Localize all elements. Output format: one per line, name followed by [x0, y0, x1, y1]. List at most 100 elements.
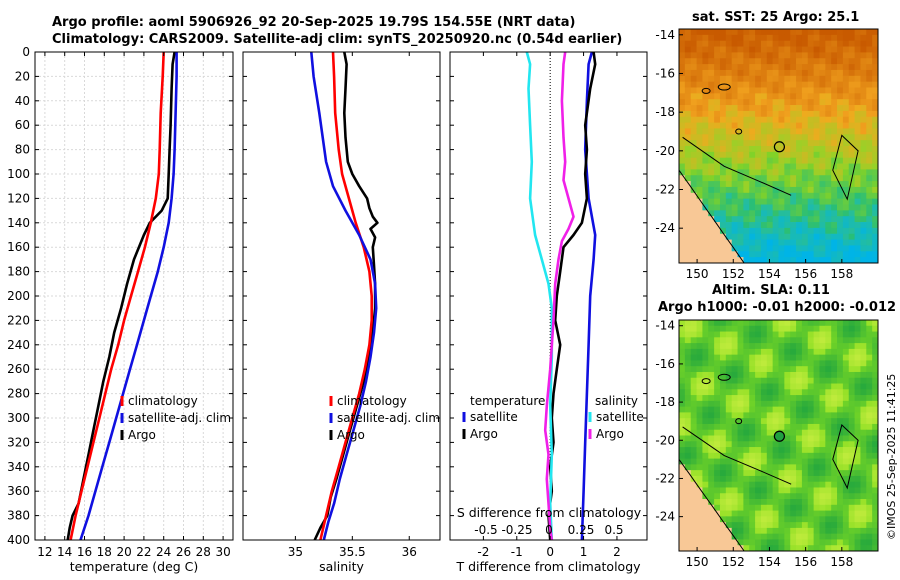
map-cell [772, 93, 779, 100]
map-cell [684, 475, 692, 483]
map-cell [872, 464, 879, 471]
map-cell [819, 343, 826, 350]
map-cell [872, 75, 879, 83]
map-cell [831, 383, 838, 390]
map-cell [784, 348, 791, 356]
coastline [678, 169, 745, 264]
map-cell [772, 366, 779, 373]
map-cell [679, 122, 686, 129]
map-cell [866, 331, 873, 338]
map-cell [702, 423, 709, 431]
map-cell [837, 58, 844, 65]
map-cell [760, 216, 768, 223]
map-cell [749, 99, 756, 106]
map-cell [719, 545, 727, 552]
map-cell [813, 81, 820, 88]
map-cell [772, 222, 779, 229]
map-cell [755, 64, 762, 71]
map-cell [866, 233, 873, 240]
map-cell [696, 233, 703, 240]
map-cell [860, 343, 867, 350]
map-cell [784, 169, 791, 176]
map-cell [819, 99, 826, 106]
map-cell [778, 222, 785, 229]
map-cell [772, 210, 779, 217]
map-cell [831, 423, 838, 431]
map-cell [813, 510, 820, 517]
map-cell [813, 186, 820, 194]
map-cell [784, 371, 791, 379]
map-cell [684, 395, 692, 402]
map-cell [702, 400, 709, 408]
map-cell [778, 210, 785, 217]
map-cell [719, 447, 727, 454]
map-cell [690, 423, 697, 431]
map-cell [848, 75, 855, 83]
map-cell [679, 539, 686, 546]
map-cell [731, 516, 738, 523]
map-cell [731, 360, 738, 367]
map-cell [848, 192, 855, 200]
map-cell [743, 487, 750, 494]
map-cell [719, 395, 727, 402]
map-cell [807, 64, 815, 71]
map-cell [772, 169, 779, 176]
map-cell [731, 110, 738, 118]
map-cell [679, 487, 686, 494]
map-cell [708, 157, 715, 164]
map-cell [684, 539, 692, 546]
map-cell [725, 516, 733, 523]
map-cell [690, 99, 697, 106]
map-cell [813, 533, 820, 540]
map-cell [872, 499, 879, 506]
map-cell [684, 337, 692, 344]
map-cell [819, 458, 826, 465]
map-cell [749, 360, 756, 367]
map-cell [708, 175, 715, 182]
map-cell [813, 210, 820, 217]
map-cell [837, 475, 844, 483]
map-cell [714, 470, 721, 477]
map-cell [848, 210, 855, 217]
map-cell [801, 186, 809, 194]
map-cell [696, 93, 703, 100]
map-cell [690, 46, 697, 53]
map-cell [831, 441, 838, 448]
map-cell [819, 251, 826, 258]
depth-tick-label: 200 [7, 289, 30, 303]
map-cell [790, 371, 797, 379]
map-cell [725, 447, 733, 454]
map-cell [755, 251, 762, 258]
map-cell [714, 522, 721, 529]
map-cell [743, 110, 750, 118]
map-cell [760, 251, 768, 258]
map-cell [854, 87, 861, 94]
map-cell [696, 251, 703, 258]
map-cell [819, 493, 826, 500]
map-cell [796, 251, 803, 258]
map-cell [749, 116, 756, 123]
map-cell [842, 510, 850, 517]
map-cell [848, 204, 855, 211]
map-cell [801, 423, 809, 431]
map-cell [796, 87, 803, 94]
map-cell [866, 360, 873, 367]
map-cell [790, 452, 797, 460]
map-cell [719, 348, 727, 356]
map-cell [766, 64, 774, 71]
map-cell [690, 58, 697, 65]
map-cell [866, 343, 873, 350]
map-cell [743, 186, 750, 194]
map-cell [725, 64, 733, 71]
map-cell [749, 34, 756, 42]
map-cell [819, 383, 826, 390]
map-cell [690, 122, 697, 129]
map-cell [684, 58, 692, 65]
map-cell [714, 64, 721, 71]
map-cell [766, 58, 774, 65]
map-cell [866, 192, 873, 200]
map-cell [725, 157, 733, 164]
map-cell [766, 222, 774, 229]
map-cell [696, 99, 703, 106]
map-cell [708, 46, 715, 53]
